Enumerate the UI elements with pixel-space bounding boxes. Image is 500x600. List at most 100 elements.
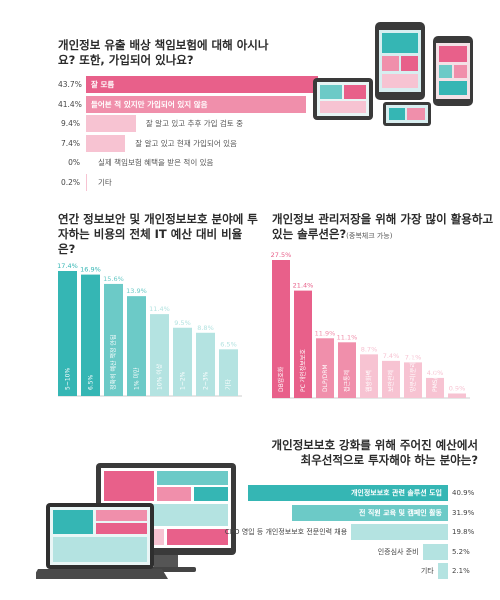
chart3-title-note: (중복체크 가능) [346, 232, 393, 240]
chart3-value-label: 7.1% [405, 353, 422, 361]
chart1-bar [86, 76, 318, 93]
chart3-title: 개인정보 관리저장을 위해 가장 많이 활용하고 있는 솔루션은?(중복체크 가… [272, 212, 497, 244]
chart3-category-label: 기타 [453, 380, 461, 392]
chart3-value-label: 0.9% [449, 384, 466, 392]
chart1-value-label: 9.4% [60, 119, 80, 128]
chart4-row: CPO 영입 등 개인정보보호 전문인력 채용 19.8% [225, 524, 480, 540]
chart4-value-label: 2.1% [452, 567, 470, 575]
tablet-phone-illustration-icon [305, 18, 485, 132]
chart3-category-label: 보안관제 [387, 370, 395, 392]
chart4-row: 인증심사 준비 5.2% [255, 543, 480, 560]
chart2-bar [104, 283, 123, 396]
chart4-bar [351, 524, 448, 540]
monitor-laptop-illustration-icon [32, 455, 246, 594]
chart1-category-label: 잘 알고 있고 현재 가입되어 있음 [135, 138, 237, 148]
chart2-value-label: 8.8% [197, 324, 214, 332]
chart2-value-label: 15.6% [103, 275, 124, 283]
chart2-value-label: 6.5% [220, 340, 237, 348]
chart1-category-label: 들어본 적 있지만 가입되어 있지 않음 [91, 99, 208, 109]
chart4-bar [248, 485, 448, 501]
chart3-category-label: DB암호화 [277, 366, 285, 392]
chart1-row: 0.2% 기타 [58, 173, 358, 191]
chart1-category-label: 잘 알고 있고 추후 가입 검토 중 [145, 119, 243, 128]
chart1-row: 43.7% 잘 모름 [58, 76, 358, 93]
chart2-bar [196, 332, 215, 396]
chart2-bar [58, 271, 77, 396]
chart3-category-label: 접근통제 [343, 370, 351, 392]
chart2-value-label: 17.4% [57, 262, 78, 270]
chart4-bar [422, 543, 448, 560]
chart3-bar [448, 393, 466, 398]
chart1-row: 41.4% 들어본 적 있지만 가입되어 있지 않음 [58, 95, 358, 113]
chart3-value-label: 27.5% [271, 251, 292, 259]
chart2-category-label: 기타 [225, 378, 233, 390]
chart2-value-label: 13.9% [126, 287, 147, 295]
chart2-category-label: 6.5% [88, 374, 95, 390]
chart3-bar [316, 338, 334, 398]
chart1-category-label: 잘 모름 [91, 80, 115, 89]
chart3-value-label: 4.0% [427, 369, 444, 377]
chart3-value-label: 21.4% [293, 282, 314, 290]
chart3-title-text: 개인정보 관리저장을 위해 가장 많이 활용하고 있는 솔루션은? [272, 212, 494, 241]
chart4-row: 기타 2.1% [255, 563, 480, 579]
chart2-category-label: 2~3% [203, 371, 210, 390]
chart2-category-label: 5~10% [65, 368, 72, 390]
chart4-row: 전 직원 교육 및 캠페인 활동 31.9% [255, 504, 480, 521]
chart4-value-label: 19.8% [452, 528, 475, 536]
chart2-bar [81, 274, 100, 396]
chart2-bar [127, 296, 146, 396]
chart1-row: 7.4% 잘 알고 있고 현재 가입되어 있음 [58, 134, 358, 152]
chart2-bar [219, 349, 238, 396]
chart3-bar [272, 260, 290, 398]
chart4-category-label: 기타 [420, 567, 434, 575]
chart3-category-label: PMS/ISMS 등 보안인증 [431, 331, 439, 392]
chart3-bar [382, 360, 400, 398]
chart1-value-label: 0% [68, 158, 80, 167]
chart1-bar [86, 134, 126, 152]
chart4-category-label: 전 직원 교육 및 캠페인 활동 [358, 508, 442, 517]
chart3-value-label: 11.9% [315, 329, 336, 337]
chart1-title: 개인정보 유출 배상 책임보험에 대해 아시나요? 또한, 가입되어 있나요? [58, 38, 269, 67]
chart2-plot: 17.4% 5~10% 16.9% 6.5% 15.6% 정확히 예산 책정 안됨 13.9… [57, 258, 248, 398]
chart1-bar [86, 173, 88, 191]
chart1-value-label: 41.4% [58, 99, 82, 109]
chart1-value-label: 7.4% [60, 138, 80, 148]
chart1-value-label: 43.7% [58, 80, 82, 89]
chart1-bar [86, 115, 136, 132]
chart3-category-label: 웹방화벽 [365, 370, 373, 392]
chart2-category-label: 1% 미만 [133, 367, 141, 390]
chart4-row: 개인정보보호 관련 솔루션 도입 40.9% [248, 485, 480, 501]
chart2-value-label: 9.5% [174, 319, 191, 327]
chart3-value-label: 8.7% [361, 345, 378, 353]
chart4-value-label: 40.9% [452, 489, 475, 497]
chart2-category-label: 정확히 예산 책정 안됨 [110, 335, 118, 390]
chart1-bar [86, 95, 306, 113]
chart2-bar [173, 327, 192, 396]
chart3-value-label: 11.1% [337, 333, 358, 341]
chart2-category-label: 1~2% [180, 371, 187, 390]
chart3-category-label: DLP/DRM [322, 364, 329, 392]
chart1-row: 9.4% 잘 알고 있고 추후 가입 검토 중 [58, 115, 358, 132]
chart1-category-label: 기타 [98, 177, 112, 187]
chart4-bar [292, 504, 448, 521]
chart3-category-label: PC 개인정보보호 [299, 349, 307, 392]
chart2-bar [150, 314, 169, 396]
chart4-value-label: 31.9% [452, 508, 475, 517]
chart1-value-label: 0.2% [60, 177, 80, 187]
chart3-bar [404, 362, 422, 398]
chart3-bar [426, 377, 444, 398]
chart4-value-label: 5.2% [452, 547, 470, 556]
chart3-bar [360, 354, 378, 398]
chart3-plot: 27.5% DB암호화 21.4% PC 개인정보보호 11.9% DLP/DRM 11.1… [271, 250, 472, 400]
chart3-bar [294, 290, 312, 398]
chart3-value-label: 7.4% [383, 352, 400, 360]
chart4-category-label: CPO 영입 등 개인정보보호 전문인력 채용 [224, 528, 348, 536]
chart2-value-label: 16.9% [80, 266, 101, 274]
chart1-row: 0% 실제 책임보험 혜택을 받은 적이 있음 [58, 154, 358, 171]
chart2-title: 연간 정보보안 및 개인정보보호 분야에 투자하는 비용의 전체 IT 예산 대… [58, 212, 258, 256]
chart3-category-label: 망분리(분리망) [409, 354, 417, 392]
chart2-value-label: 11.4% [149, 305, 170, 313]
chart1-category-label: 실제 책임보험 혜택을 받은 적이 있음 [98, 158, 214, 167]
chart3-bar [338, 342, 356, 398]
chart4-category-label: 개인정보보호 관련 솔루션 도입 [350, 489, 442, 497]
